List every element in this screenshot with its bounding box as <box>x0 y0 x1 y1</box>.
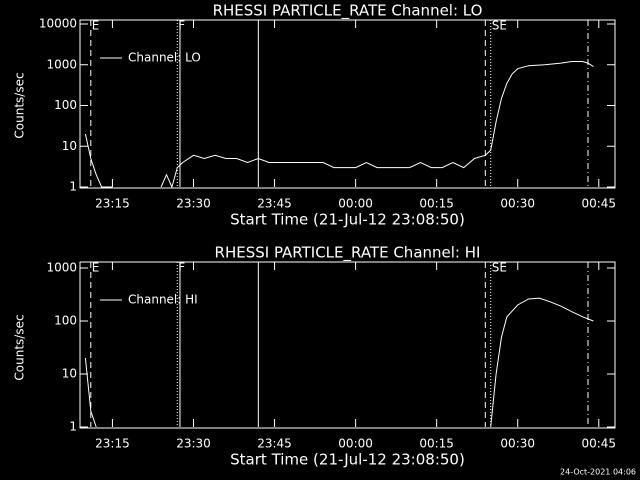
legend-label: Channel: LO <box>128 51 201 65</box>
x-tick-label: 23:15 <box>95 197 130 211</box>
marker-label: E <box>92 261 100 275</box>
y-tick-label: 100 <box>54 98 77 112</box>
x-tick-label: 23:15 <box>95 437 130 451</box>
x-tick-label: 23:30 <box>176 197 211 211</box>
marker-label: F <box>178 19 185 33</box>
x-axis-label: Start Time (21-Jul-12 23:08:50) <box>230 451 465 469</box>
y-tick-label: 1000 <box>46 57 77 71</box>
x-tick-label: 00:00 <box>338 197 373 211</box>
x-axis-label: Start Time (21-Jul-12 23:08:50) <box>230 211 465 229</box>
x-tick-label: 00:45 <box>581 197 616 211</box>
x-tick-label: 23:30 <box>176 437 211 451</box>
marker-label: E <box>92 19 100 33</box>
y-tick-label: 1000 <box>46 261 77 275</box>
plot-frame <box>79 19 616 189</box>
chart-title: RHESSI PARTICLE_RATE Channel: HI <box>215 244 481 263</box>
data-line <box>84 61 594 189</box>
y-tick-label: 100 <box>54 314 77 328</box>
chart-title: RHESSI PARTICLE_RATE Channel: LO <box>213 2 483 21</box>
y-axis-label: Counts/sec <box>13 72 27 138</box>
y-tick-label: 10000 <box>39 17 77 31</box>
y-axis-label: Counts/sec <box>13 314 27 380</box>
y-tick-label: 1 <box>69 180 77 194</box>
legend-label: Channel: HI <box>128 293 198 307</box>
y-tick-label: 1 <box>69 420 77 434</box>
marker-label: SE <box>492 261 507 275</box>
x-tick-label: 00:30 <box>500 437 535 451</box>
footer: 24-Oct-2021 04:06 <box>560 468 636 477</box>
x-tick-label: 00:00 <box>338 437 373 451</box>
x-tick-label: 00:15 <box>419 197 454 211</box>
x-tick-label: 00:15 <box>419 437 454 451</box>
marker-label: SE <box>492 19 507 33</box>
data-line <box>84 297 594 428</box>
x-tick-label: 00:30 <box>500 197 535 211</box>
y-tick-label: 10 <box>62 139 77 153</box>
x-tick-label: 00:45 <box>581 437 616 451</box>
x-tick-label: 23:45 <box>257 437 292 451</box>
marker-label: F <box>178 261 185 275</box>
x-tick-label: 23:45 <box>257 197 292 211</box>
y-tick-label: 10 <box>62 367 77 381</box>
plot-frame <box>79 261 616 429</box>
